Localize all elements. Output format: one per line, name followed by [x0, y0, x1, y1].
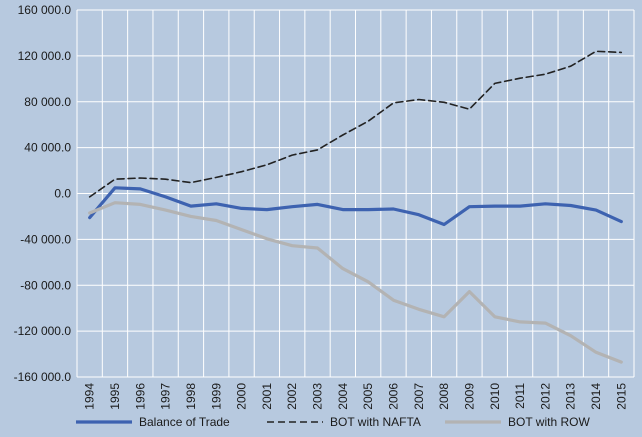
- x-tick-label: 2011: [513, 383, 527, 409]
- x-tick-label: 2010: [488, 383, 502, 410]
- y-axis: 160 000.0 120 000.0 80 000.0 40 000.0 0.0 -40…: [14, 3, 72, 384]
- x-tick-label: 1995: [108, 383, 122, 410]
- x-tick-label: 2001: [260, 383, 274, 410]
- y-tick-label: 160 000.0: [18, 3, 72, 17]
- x-tick-label: 2007: [412, 383, 426, 410]
- x-tick-label: 2005: [361, 383, 375, 410]
- legend-label-0: Balance of Trade: [139, 415, 230, 429]
- x-tick-label: 2012: [538, 383, 552, 410]
- x-tick-label: 1999: [209, 383, 223, 410]
- x-tick-label: 2015: [614, 383, 628, 410]
- x-tick-label: 2004: [336, 383, 350, 410]
- y-tick-label: 120 000.0: [18, 49, 72, 63]
- y-tick-label: -160 000.0: [14, 370, 72, 384]
- y-tick-label: -80 000.0: [20, 278, 71, 292]
- y-tick-label: 0.0: [54, 187, 71, 201]
- x-tick-label: 2008: [437, 383, 451, 410]
- y-tick-label: -40 000.0: [20, 232, 71, 246]
- x-tick-label: 1996: [133, 383, 147, 410]
- x-tick-label: 2013: [564, 383, 578, 410]
- x-tick-label: 2000: [235, 383, 249, 410]
- x-tick-label: 1994: [83, 383, 97, 410]
- grid-lines: [76, 9, 635, 378]
- legend-label-1: BOT with NAFTA: [330, 415, 421, 429]
- x-tick-label: 2006: [386, 383, 400, 410]
- y-tick-label: -120 000.0: [14, 324, 72, 338]
- legend-label-2: BOT with ROW: [508, 415, 590, 429]
- x-tick-label: 2003: [311, 383, 325, 410]
- y-tick-label: 40 000.0: [24, 141, 71, 155]
- series-line-0: [88, 186, 623, 227]
- series-line-2: [88, 201, 623, 364]
- y-tick-label: 80 000.0: [24, 95, 71, 109]
- legend: Balance of Trade BOT with NAFTA BOT with R…: [76, 415, 590, 429]
- series-line-1: [88, 50, 623, 198]
- x-axis: 1994 1995 1996 1997 1998 1999 2000 2001 2002 2003…: [83, 383, 629, 410]
- x-tick-label: 2009: [462, 383, 476, 410]
- x-tick-label: 1997: [159, 383, 173, 410]
- x-tick-label: 2002: [285, 383, 299, 410]
- series-lines: [88, 50, 623, 364]
- x-tick-label: 1998: [184, 383, 198, 410]
- x-tick-label: 2014: [589, 383, 603, 410]
